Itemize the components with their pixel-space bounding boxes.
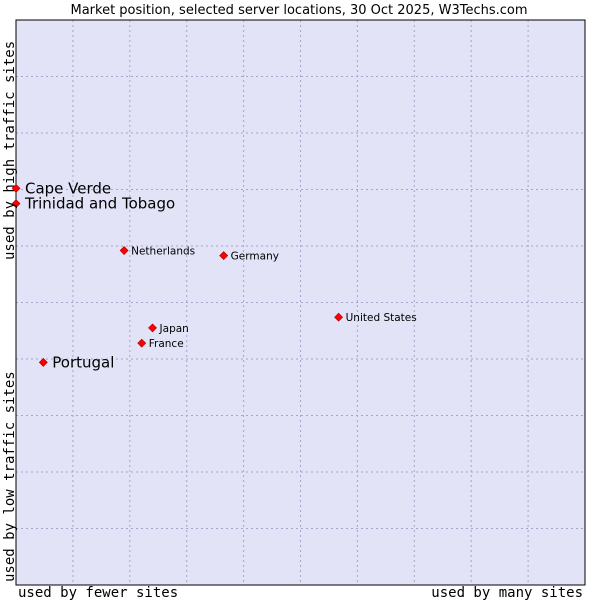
point-marker-japan [148,323,157,333]
point-marker-netherlands [119,246,129,255]
point-marker-trinidad-and-tobago [11,199,21,209]
point-label-japan: Japan [159,323,189,335]
point-marker-portugal [38,357,48,367]
point-marker-cape-verde [11,183,21,193]
grid-lines [16,20,585,585]
point-marker-france [137,338,147,348]
x-axis-label-right: used by many sites [431,585,583,600]
point-label-netherlands: Netherlands [131,246,195,258]
x-axis-label-left: used by fewer sites [18,585,178,600]
y-axis-label-bottom: used by low traffic sites [2,371,18,582]
point-label-france: France [149,338,184,350]
chart-title: Market position, selected server locatio… [70,3,527,18]
point-label-germany: Germany [231,251,279,263]
point-label-portugal: Portugal [52,353,114,371]
plot-border [15,19,586,586]
point-label-trinidad-and-tobago: Trinidad and Tobago [24,195,175,213]
point-marker-germany [219,251,229,261]
point-marker-united-states [334,312,344,322]
y-axis-label-top: used by high traffic sites [2,41,18,260]
point-label-cape-verde: Cape Verde [25,179,111,197]
point-label-united-states: United States [346,312,417,324]
